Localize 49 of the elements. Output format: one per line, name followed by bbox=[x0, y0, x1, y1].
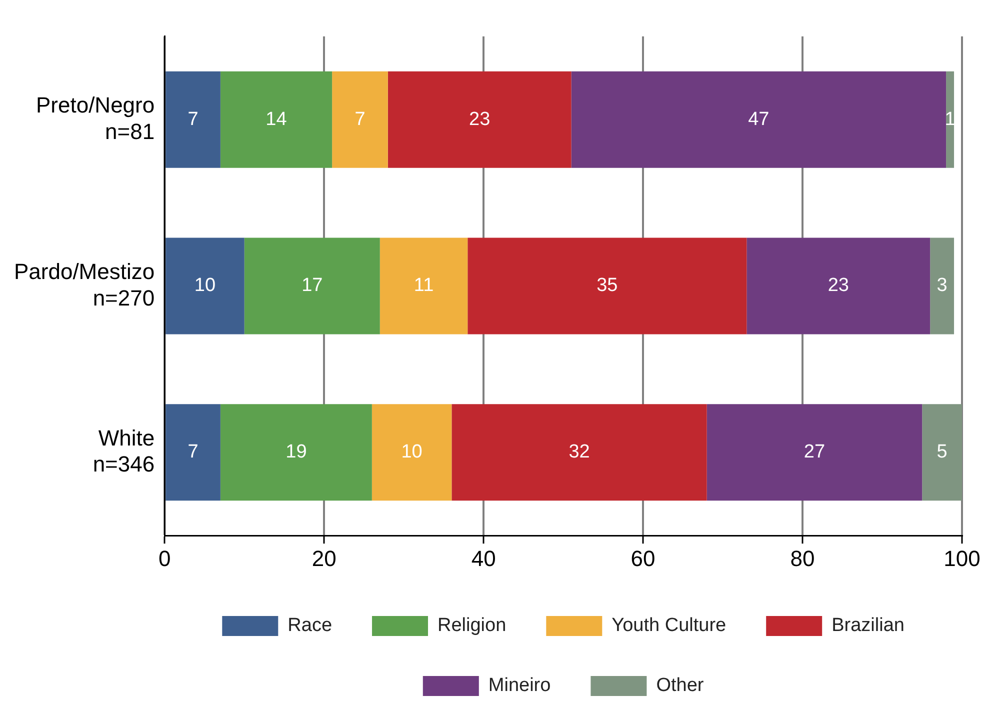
data-label: 32 bbox=[568, 442, 590, 463]
y-tick-label: White n=346 bbox=[92, 425, 155, 477]
bar bbox=[452, 404, 707, 501]
data-label: 7 bbox=[354, 108, 366, 130]
x-tick-label: 0 bbox=[158, 546, 171, 571]
data-label: 5 bbox=[936, 442, 948, 463]
data-label: 3 bbox=[936, 275, 948, 296]
bar bbox=[922, 404, 962, 501]
bar bbox=[372, 404, 452, 501]
bar bbox=[388, 71, 572, 168]
bar bbox=[220, 71, 332, 168]
data-label: 27 bbox=[804, 442, 826, 463]
bar bbox=[706, 404, 922, 501]
legend-label: Religion bbox=[438, 615, 506, 636]
legend-label: Youth Culture bbox=[612, 615, 726, 636]
bar bbox=[571, 71, 946, 168]
bar bbox=[930, 238, 954, 334]
data-label: 10 bbox=[194, 275, 216, 296]
bar bbox=[380, 238, 468, 334]
data-label: 10 bbox=[401, 442, 422, 463]
data-label: 23 bbox=[469, 108, 490, 130]
data-label: 19 bbox=[286, 442, 307, 463]
data-label: 47 bbox=[748, 108, 770, 130]
legend-label: Other bbox=[656, 675, 704, 696]
bar bbox=[332, 71, 388, 168]
bar bbox=[220, 404, 372, 501]
data-label: 17 bbox=[302, 275, 323, 296]
x-tick-label: 20 bbox=[312, 546, 336, 571]
x-tick-label: 60 bbox=[630, 546, 656, 571]
legend-label: Race bbox=[288, 615, 332, 636]
y-tick-label: Pardo/Mestizo n=270 bbox=[14, 258, 155, 310]
bar bbox=[244, 238, 380, 334]
x-tick-label: 100 bbox=[944, 546, 980, 571]
x-tick-label: 80 bbox=[790, 546, 815, 571]
legend-label: Mineiro bbox=[488, 675, 551, 696]
data-label: 7 bbox=[188, 108, 198, 130]
y-tick-label: Preto/Negro n=81 bbox=[36, 92, 155, 144]
data-label: 23 bbox=[828, 275, 849, 296]
bar bbox=[746, 238, 930, 334]
data-label: 11 bbox=[414, 275, 434, 296]
bar bbox=[166, 238, 244, 334]
bar bbox=[468, 238, 747, 334]
data-label: 14 bbox=[266, 108, 288, 130]
bar bbox=[166, 404, 220, 501]
data-label: 35 bbox=[596, 275, 618, 296]
bar bbox=[166, 71, 220, 168]
data-label: 7 bbox=[188, 442, 198, 463]
legend-label: Brazilian bbox=[832, 615, 904, 636]
x-tick-label: 40 bbox=[471, 546, 496, 571]
